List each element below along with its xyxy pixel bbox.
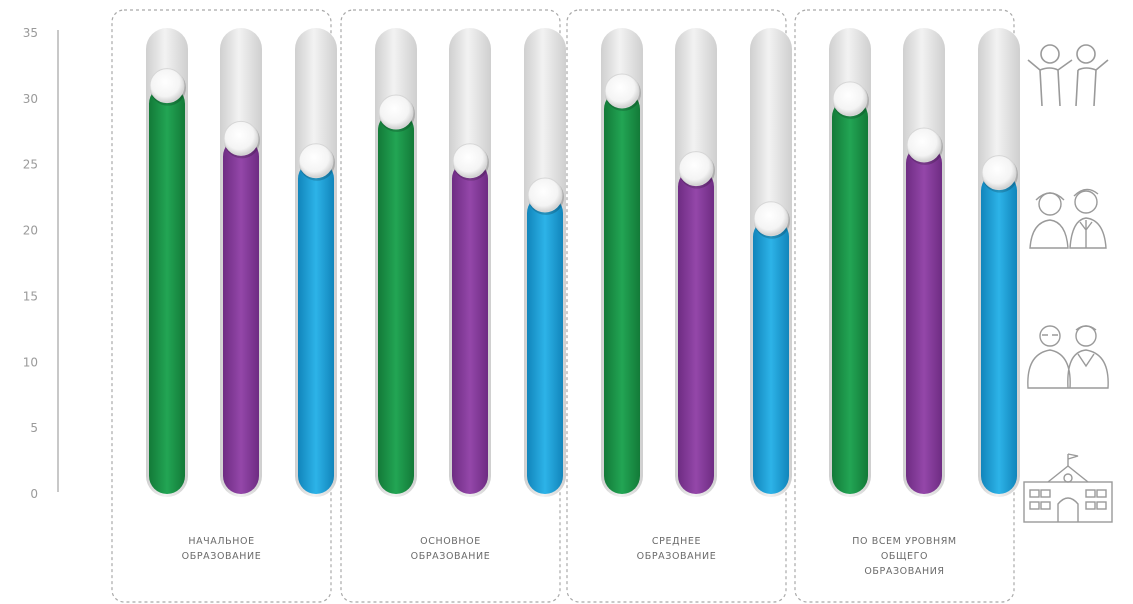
y-tick-label: 5: [30, 421, 38, 435]
category-label: ОСНОВНОЕ: [420, 536, 481, 547]
bar-knob: [832, 81, 868, 117]
teens-icon: [1020, 182, 1116, 254]
bar-knob: [149, 68, 185, 104]
group-frame: [566, 9, 787, 603]
bar-knob: [604, 73, 640, 109]
bar-knob: [223, 120, 259, 156]
category-label: ПО ВСЕМ УРОВНЯМ: [852, 536, 956, 547]
y-tick-label: 0: [30, 487, 38, 501]
bar: [604, 90, 640, 494]
group-frame: [340, 9, 561, 603]
category-label: ОБРАЗОВАНИЕ: [637, 551, 717, 562]
bar: [378, 112, 414, 495]
bar: [832, 98, 868, 494]
y-tick-label: 20: [23, 224, 38, 238]
bar-knob: [678, 151, 714, 187]
students-icon: [1020, 318, 1116, 390]
bar: [452, 160, 488, 494]
bar: [753, 218, 789, 494]
bar: [527, 195, 563, 494]
category-label: СРЕДНЕЕ: [652, 536, 701, 547]
bar-knob: [753, 201, 789, 237]
category-label: ОБРАЗОВАНИЕ: [411, 551, 491, 562]
bar: [678, 168, 714, 494]
bar: [981, 172, 1017, 495]
bar-knob: [452, 143, 488, 179]
bar-knob: [906, 127, 942, 163]
bar-knob: [298, 143, 334, 179]
y-tick-label: 30: [23, 92, 38, 106]
category-label: ОБРАЗОВАНИЕ: [182, 551, 262, 562]
school-building-icon: [1020, 452, 1116, 524]
category-label: ОБЩЕГО: [881, 551, 928, 562]
bar: [223, 138, 259, 494]
group-frame: [111, 9, 332, 603]
bar-knob: [527, 177, 563, 213]
category-label: НАЧАЛЬНОЕ: [188, 536, 254, 547]
children-icon: [1020, 36, 1116, 108]
bar: [906, 144, 942, 494]
y-tick-label: 10: [23, 355, 38, 369]
group-frame: [794, 9, 1015, 603]
y-tick-label: 35: [23, 26, 38, 40]
y-tick-label: 25: [23, 158, 38, 172]
bar: [298, 160, 334, 494]
bar-knob: [981, 155, 1017, 191]
bar: [149, 85, 185, 494]
category-label: ОБРАЗОВАНИЯ: [864, 566, 944, 577]
bar-knob: [378, 94, 414, 130]
y-tick-label: 15: [23, 289, 38, 303]
